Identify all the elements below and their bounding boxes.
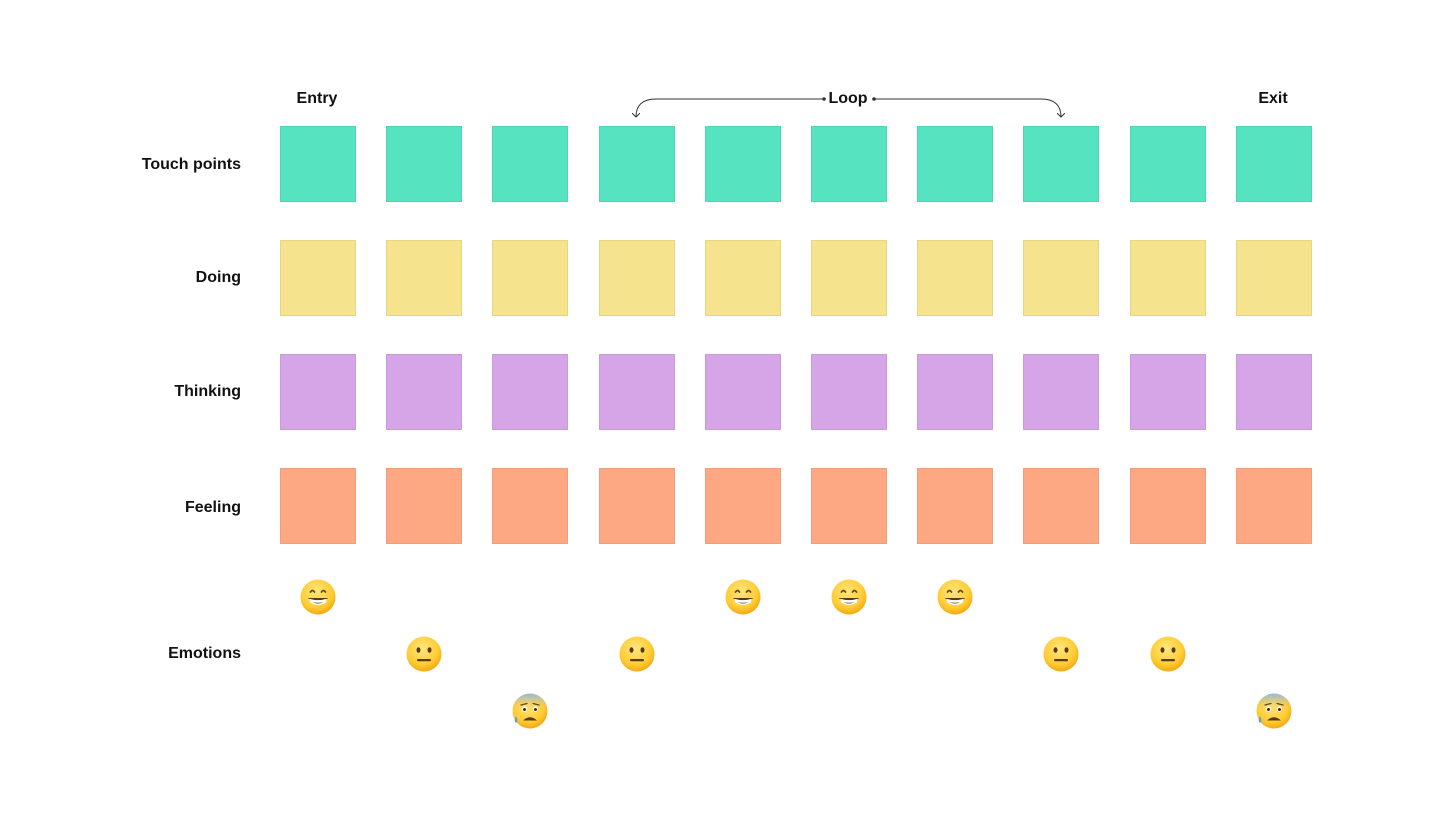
tile-touch-6[interactable] xyxy=(811,126,887,202)
tile-touch-9[interactable] xyxy=(1130,126,1206,202)
tile-thinking-9[interactable] xyxy=(1130,354,1206,430)
tile-feeling-3[interactable] xyxy=(492,468,568,544)
tile-feeling-10[interactable] xyxy=(1236,468,1312,544)
grinning-face-icon xyxy=(724,578,762,616)
tile-touch-7[interactable] xyxy=(917,126,993,202)
row-label-touch-points: Touch points xyxy=(141,156,241,173)
tile-doing-2[interactable] xyxy=(386,240,462,316)
tile-touch-3[interactable] xyxy=(492,126,568,202)
loop-arrow-left xyxy=(636,98,822,117)
neutral-face-icon xyxy=(618,635,656,673)
tile-doing-3[interactable] xyxy=(492,240,568,316)
tile-thinking-10[interactable] xyxy=(1236,354,1312,430)
neutral-face-icon xyxy=(405,635,443,673)
tile-doing-5[interactable] xyxy=(705,240,781,316)
neutral-face-icon xyxy=(1042,635,1080,673)
tile-doing-9[interactable] xyxy=(1130,240,1206,316)
tile-touch-2[interactable] xyxy=(386,126,462,202)
row-label-emotions: Emotions xyxy=(168,645,241,662)
tile-thinking-7[interactable] xyxy=(917,354,993,430)
tile-feeling-9[interactable] xyxy=(1130,468,1206,544)
tile-doing-4[interactable] xyxy=(599,240,675,316)
phase-loop-label: Loop xyxy=(826,89,870,109)
tile-feeling-2[interactable] xyxy=(386,468,462,544)
tile-thinking-6[interactable] xyxy=(811,354,887,430)
phase-entry-label: Entry xyxy=(294,89,340,109)
row-label-doing: Doing xyxy=(195,269,241,286)
tile-touch-1[interactable] xyxy=(280,126,356,202)
tile-doing-1[interactable] xyxy=(280,240,356,316)
grinning-face-icon xyxy=(299,578,337,616)
neutral-face-icon xyxy=(1149,635,1187,673)
tile-feeling-1[interactable] xyxy=(280,468,356,544)
tile-thinking-4[interactable] xyxy=(599,354,675,430)
tile-feeling-7[interactable] xyxy=(917,468,993,544)
tile-touch-4[interactable] xyxy=(599,126,675,202)
tile-thinking-3[interactable] xyxy=(492,354,568,430)
tile-doing-7[interactable] xyxy=(917,240,993,316)
tile-touch-10[interactable] xyxy=(1236,126,1312,202)
loop-dot-right xyxy=(872,97,876,101)
loop-arrow-right xyxy=(874,98,1061,117)
tile-thinking-5[interactable] xyxy=(705,354,781,430)
phase-exit-label: Exit xyxy=(1256,89,1290,109)
anxious-face-with-sweat-icon xyxy=(1255,692,1293,730)
tile-feeling-5[interactable] xyxy=(705,468,781,544)
row-label-thinking: Thinking xyxy=(174,383,241,400)
tile-feeling-8[interactable] xyxy=(1023,468,1099,544)
grinning-face-icon xyxy=(936,578,974,616)
tile-doing-10[interactable] xyxy=(1236,240,1312,316)
tile-doing-8[interactable] xyxy=(1023,240,1099,316)
tile-touch-8[interactable] xyxy=(1023,126,1099,202)
row-label-feeling: Feeling xyxy=(184,499,241,516)
tile-thinking-1[interactable] xyxy=(280,354,356,430)
tile-doing-6[interactable] xyxy=(811,240,887,316)
tile-thinking-2[interactable] xyxy=(386,354,462,430)
loop-dot-left xyxy=(822,97,826,101)
anxious-face-with-sweat-icon xyxy=(511,692,549,730)
tile-touch-5[interactable] xyxy=(705,126,781,202)
tile-feeling-4[interactable] xyxy=(599,468,675,544)
tile-feeling-6[interactable] xyxy=(811,468,887,544)
tile-thinking-8[interactable] xyxy=(1023,354,1099,430)
grinning-face-icon xyxy=(830,578,868,616)
